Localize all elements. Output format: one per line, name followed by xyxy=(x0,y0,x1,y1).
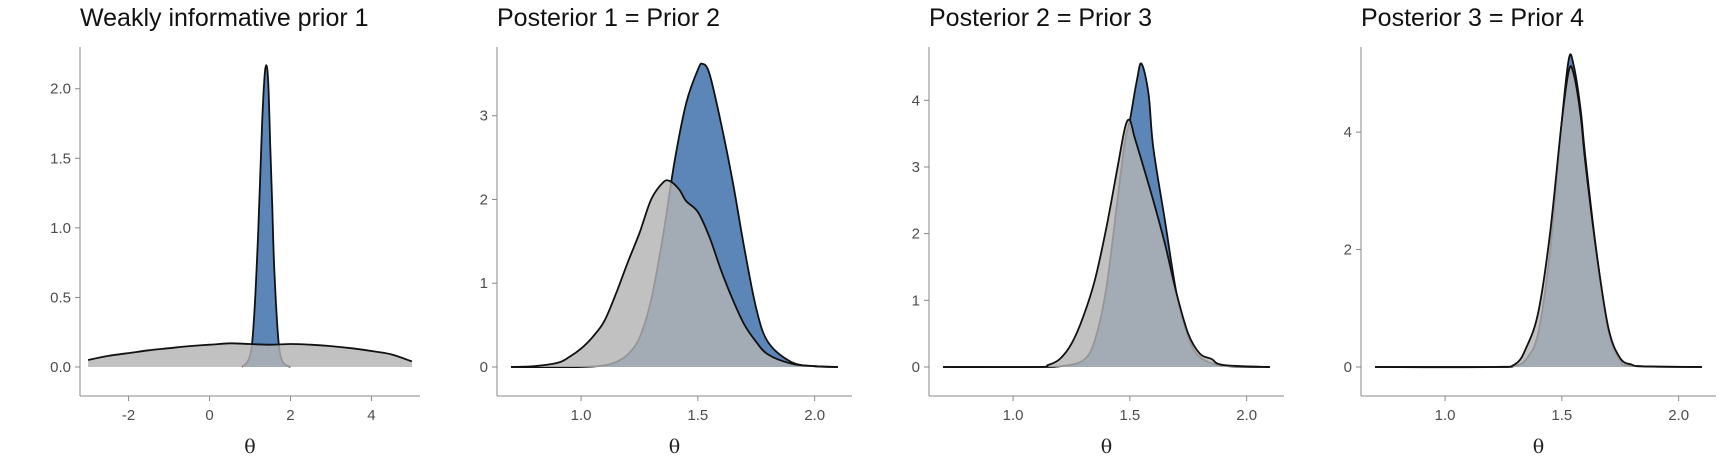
prior-density-area xyxy=(1375,66,1702,368)
panel-4-title: Posterior 3 = Prior 4 xyxy=(1361,4,1585,32)
x-tick-label: 2.0 xyxy=(1668,407,1689,424)
panel-4: 0 2 4 1.0 1.5 2.0 θ xyxy=(1344,47,1716,458)
x-tick-label: 1.0 xyxy=(1435,407,1456,424)
posterior-density-line xyxy=(241,64,291,368)
prior-density-line xyxy=(510,179,839,368)
x-tick-label: -2 xyxy=(122,407,135,424)
x-tick-label: 2.0 xyxy=(1236,407,1257,424)
y-tick-label: 1 xyxy=(480,275,488,292)
y-tick-label: 0 xyxy=(1344,359,1352,376)
prior-density-line xyxy=(942,118,1271,369)
panel-1: 0.0 0.5 1.0 1.5 2.0 -2 0 2 4 θ xyxy=(50,47,420,458)
prior-density-area xyxy=(511,180,838,367)
prior-density-line xyxy=(1374,65,1703,369)
prior-density-area xyxy=(88,343,412,367)
x-tick-label: 0 xyxy=(205,407,213,424)
x-tick-label: 1.0 xyxy=(1003,407,1024,424)
y-tick-label: 0.0 xyxy=(50,359,71,376)
x-axis-title: θ xyxy=(669,436,680,458)
panel-3-title: Posterior 2 = Prior 3 xyxy=(929,4,1153,32)
panel-2: 0 1 2 3 1.0 1.5 2.0 θ xyxy=(480,47,852,458)
y-tick-label: 4 xyxy=(1344,124,1352,141)
x-tick-label: 1.5 xyxy=(1119,407,1140,424)
x-tick-label: 2.0 xyxy=(804,407,825,424)
y-tick-label: 2.0 xyxy=(50,81,71,98)
x-axis-title: θ xyxy=(1533,436,1544,458)
prior-density-area xyxy=(943,119,1270,368)
panel-2-title: Posterior 1 = Prior 2 xyxy=(497,4,721,32)
x-tick-label: 1.5 xyxy=(1551,407,1572,424)
x-tick-label: 1.5 xyxy=(687,407,708,424)
y-tick-label: 0.5 xyxy=(50,289,71,306)
y-tick-label: 1.0 xyxy=(50,220,71,237)
y-tick-label: 1.5 xyxy=(50,150,71,167)
y-tick-label: 0 xyxy=(480,359,488,376)
y-tick-label: 4 xyxy=(912,92,920,109)
y-tick-label: 2 xyxy=(480,191,488,208)
y-tick-label: 2 xyxy=(1344,242,1352,259)
y-tick-label: 3 xyxy=(480,108,488,125)
x-tick-label: 2 xyxy=(286,407,294,424)
prior-density-line xyxy=(87,342,413,363)
y-tick-label: 2 xyxy=(912,226,920,243)
y-tick-label: 3 xyxy=(912,159,920,176)
x-axis-title: θ xyxy=(244,436,255,458)
panel-1-title: Weakly informative prior 1 xyxy=(80,4,369,32)
x-axis-title: θ xyxy=(1101,436,1112,458)
x-tick-label: 1.0 xyxy=(571,407,592,424)
panel-3: 0 1 2 3 4 1.0 1.5 2.0 θ xyxy=(912,47,1284,458)
posterior-density-area xyxy=(241,65,291,367)
x-tick-label: 4 xyxy=(367,407,375,424)
y-tick-label: 1 xyxy=(912,292,920,309)
y-tick-label: 0 xyxy=(912,359,920,376)
